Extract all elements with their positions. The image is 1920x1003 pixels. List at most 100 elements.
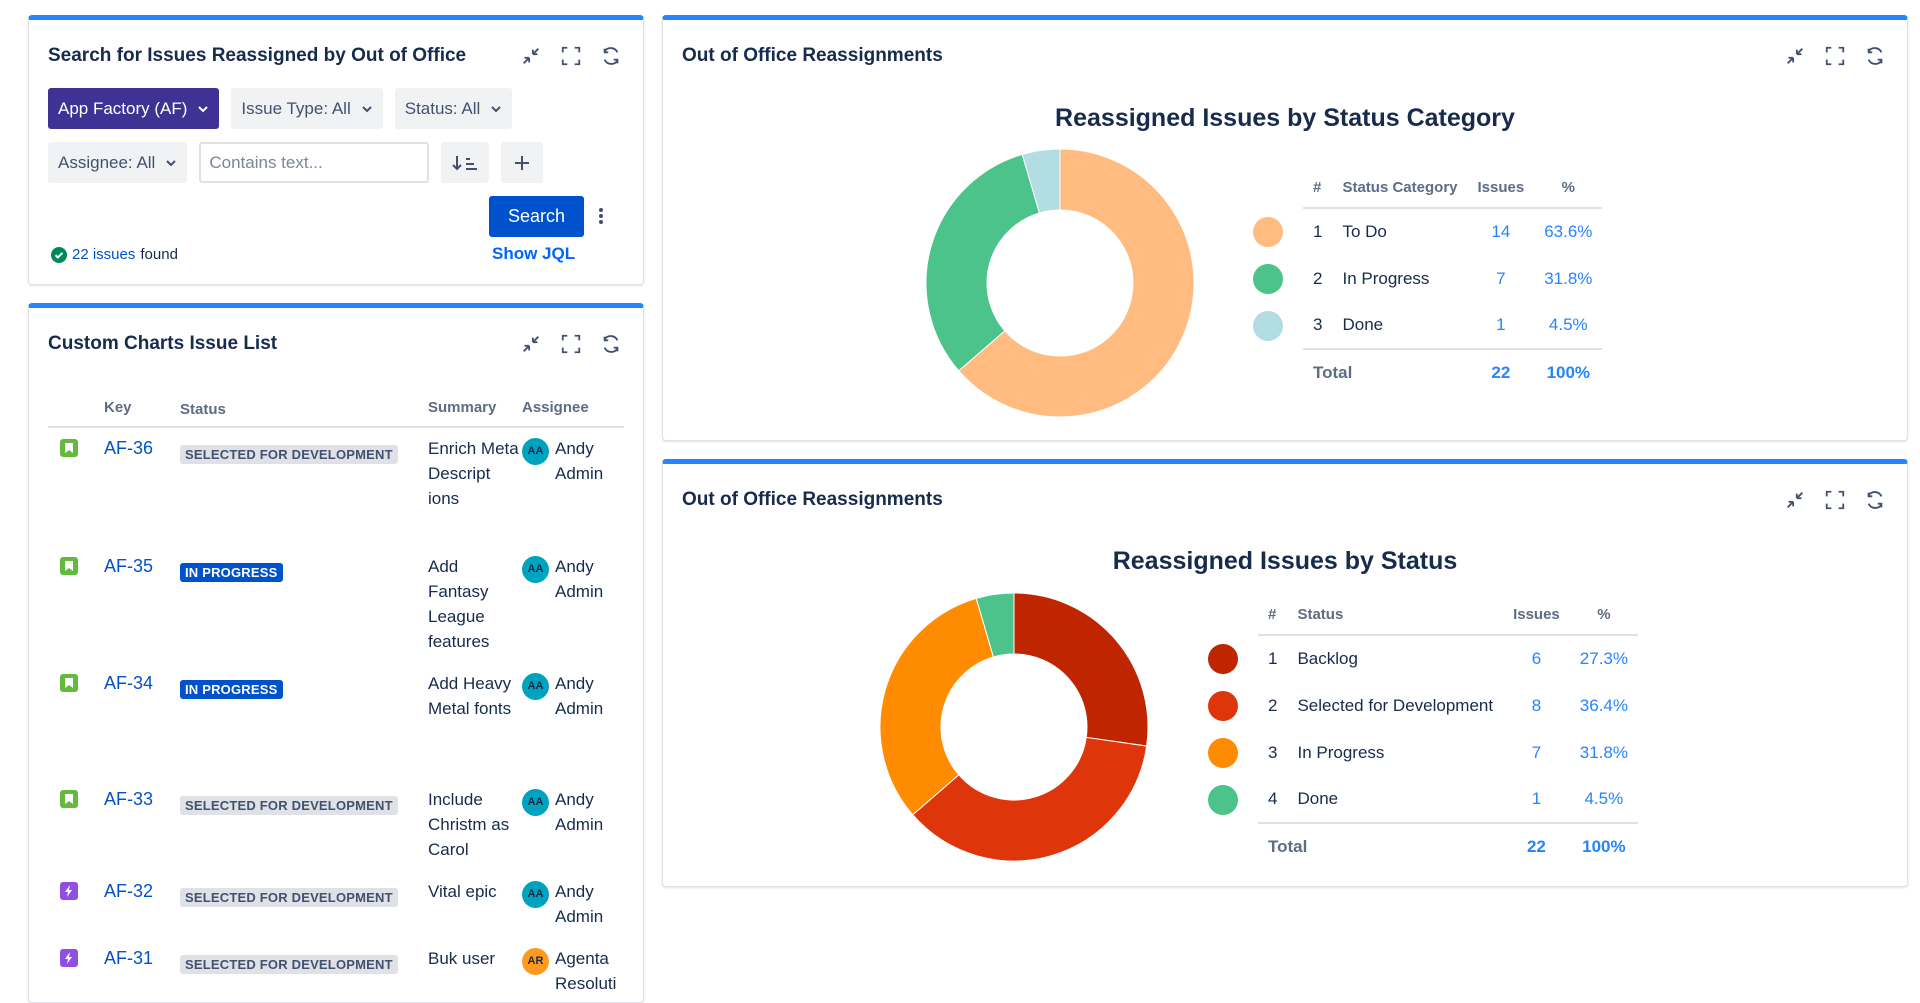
chart-gadget-header: Out of Office Reassignments [682,482,1888,518]
column-header-summary[interactable]: Summary [428,398,497,416]
project-filter-dropdown[interactable]: App Factory (AF) [48,88,220,129]
donut-slice-done[interactable] [975,592,1015,658]
contains-text-input[interactable] [199,142,430,183]
status-category-legend-table: # Status Category Issues % 1 To Do 14 63… [1253,168,1603,396]
assignee-filter-dropdown[interactable]: Assignee: All [48,142,188,183]
status-chart-gadget: Out of Office Reassignments Reassigned I… [662,459,1908,887]
legend-row[interactable]: 3 In Progress 7 31.8% [1208,729,1638,776]
donut-slice-in-progress[interactable] [925,153,1041,372]
issue-key-link[interactable]: AF-34 [104,673,154,693]
legend-row[interactable]: 2 Selected for Development 8 36.4% [1208,682,1638,729]
table-row[interactable]: AF-31 SELECTED FOR DEVELOPMENT Buk user … [48,938,624,998]
legend-header-label: Status Category [1332,168,1468,209]
gadget-tools [1782,487,1888,513]
legend-total-percent: 100% [1534,348,1603,396]
column-header-key[interactable]: Key [104,398,132,416]
legend-index: 2 [1313,268,1323,288]
legend-value[interactable]: 6 [1531,649,1542,668]
add-filter-button[interactable] [501,142,544,183]
donut-slice-in-progress[interactable] [879,597,995,816]
check-circle-icon [51,246,67,263]
table-row[interactable]: AF-35 IN PROGRESS Add Fantasy League fea… [48,546,624,663]
legend-label: Selected for Development [1297,695,1494,715]
assignee-name: Andy Admin [555,439,604,483]
donut-slice-backlog[interactable] [1013,592,1149,747]
chevron-down-icon [491,105,502,112]
avatar: AA [522,438,549,465]
search-gadget-header: Search for Issues Reassigned by Out of O… [48,38,624,74]
refresh-icon[interactable] [1862,43,1888,69]
more-options-icon[interactable] [591,201,611,231]
status-lozenge: SELECTED FOR DEVELOPMENT [180,888,398,907]
status-category-donut-chart [925,148,1195,418]
issues-found-suffix: found [140,246,178,263]
refresh-icon[interactable] [1862,487,1888,513]
refresh-icon[interactable] [598,331,624,357]
legend-swatch [1253,263,1283,294]
minimize-icon[interactable] [518,43,544,69]
issue-key-link[interactable]: AF-32 [104,881,154,901]
status-category-chart-gadget: Out of Office Reassignments Reassigned I… [662,15,1908,441]
assignee-name: Andy Admin [555,790,604,834]
table-row[interactable]: AF-32 SELECTED FOR DEVELOPMENT Vital epi… [48,871,624,938]
table-row[interactable]: AF-36 SELECTED FOR DEVELOPMENT Enrich Me… [48,428,624,546]
donut-slice-selected-for-development[interactable] [912,736,1148,862]
search-button[interactable]: Search [489,196,585,237]
chevron-down-icon [362,105,372,112]
legend-header-num: # [1303,168,1333,209]
fullscreen-icon[interactable] [558,331,584,357]
legend-row[interactable]: 1 To Do 14 63.6% [1253,208,1602,255]
issue-key-link[interactable]: AF-31 [104,948,154,968]
search-gadget-title: Search for Issues Reassigned by Out of O… [48,45,467,66]
avatar: AA [522,789,549,816]
legend-header-issues: Issues [1503,595,1570,636]
legend-label: Done [1297,789,1339,808]
minimize-icon[interactable] [1782,43,1808,69]
fullscreen-icon[interactable] [1822,487,1848,513]
issue-type-filter-dropdown[interactable]: Issue Type: All [231,88,383,129]
legend-value[interactable]: 14 [1491,222,1511,241]
column-header-status[interactable]: Status [180,401,226,418]
legend-value[interactable]: 1 [1496,315,1506,334]
legend-index: 3 [1313,315,1323,334]
story-icon [60,439,78,457]
fullscreen-icon[interactable] [1822,43,1848,69]
sort-button[interactable] [441,142,490,183]
issues-found-link[interactable]: 22 issues [72,246,136,263]
table-row[interactable]: AF-34 IN PROGRESS Add Heavy Metal fonts … [48,663,624,779]
issue-key-link[interactable]: AF-36 [104,438,154,458]
legend-percent: 36.4% [1579,695,1628,715]
minimize-icon[interactable] [518,331,544,357]
issue-summary: Add Fantasy League features [428,557,490,651]
minimize-icon[interactable] [1782,487,1808,513]
issue-summary: Buk user [428,949,496,968]
issue-key-link[interactable]: AF-35 [104,556,154,576]
legend-row[interactable]: 3 Done 1 4.5% [1253,302,1602,349]
legend-row[interactable]: 1 Backlog 6 27.3% [1208,635,1638,682]
issue-type-filter-label: Issue Type: All [241,98,351,118]
legend-row[interactable]: 4 Done 1 4.5% [1208,776,1638,823]
refresh-icon[interactable] [598,43,624,69]
legend-label: To Do [1342,222,1387,241]
legend-value[interactable]: 8 [1531,695,1542,715]
status-filter-dropdown[interactable]: Status: All [394,88,513,129]
donut-slice-to-do[interactable] [958,148,1195,418]
status-lozenge: IN PROGRESS [180,563,283,582]
legend-value[interactable]: 1 [1531,789,1542,808]
assignee-name: Andy Admin [555,557,604,601]
legend-value[interactable]: 7 [1496,268,1506,288]
issue-key-link[interactable]: AF-33 [104,789,154,809]
fullscreen-icon[interactable] [558,43,584,69]
column-header-assignee[interactable]: Assignee [522,398,589,416]
legend-header-num: # [1258,595,1288,636]
legend-header-pct: % [1569,595,1638,636]
legend-value[interactable]: 7 [1531,742,1542,762]
table-row[interactable]: AF-33 SELECTED FOR DEVELOPMENT Include C… [48,779,624,871]
donut-slice-done[interactable] [1021,148,1061,214]
avatar: AA [522,673,549,700]
assignee-name: Andy Admin [555,674,604,718]
gadget-tools [518,331,624,357]
legend-swatch [1208,784,1238,815]
show-jql-link[interactable]: Show JQL [492,244,576,263]
legend-row[interactable]: 2 In Progress 7 31.8% [1253,255,1602,302]
